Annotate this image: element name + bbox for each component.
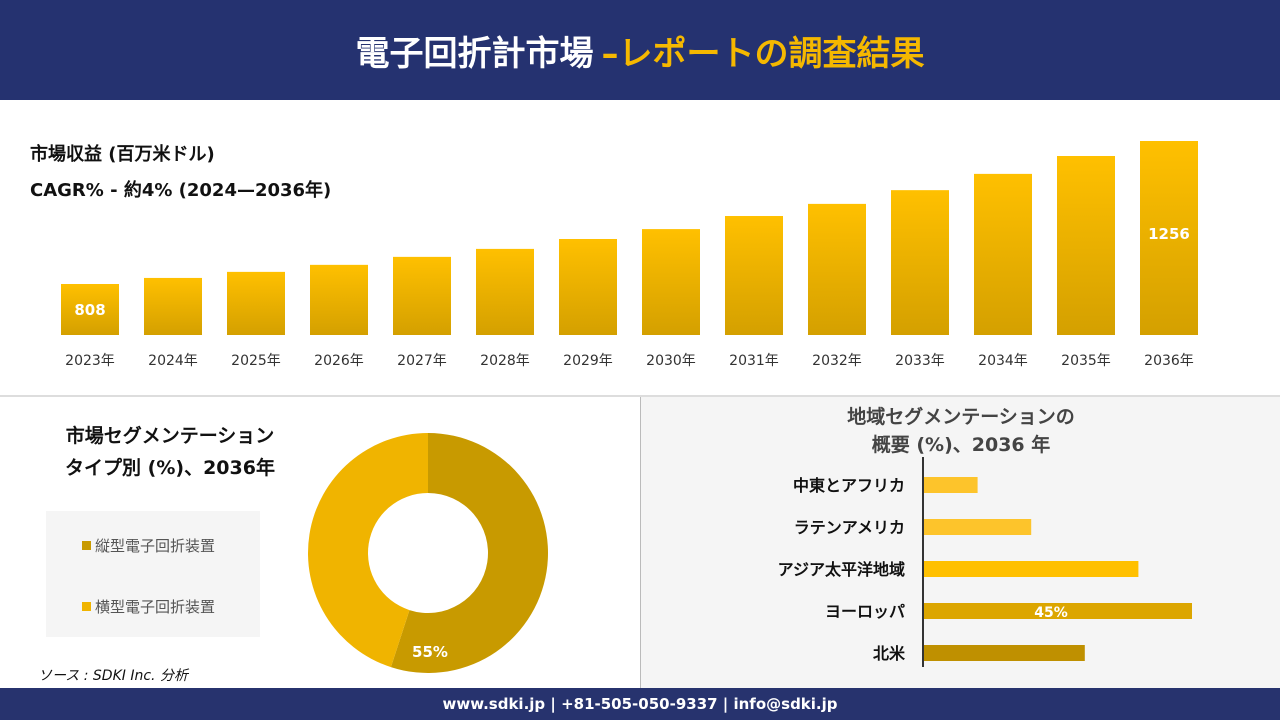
x-tick-label: 2031年: [729, 353, 779, 369]
header: 電子回折計市場 –レポートの調査結果: [0, 0, 1280, 100]
revenue-bar: [725, 216, 783, 335]
legend: 縦型電子回折装置 横型電子回折装置: [46, 511, 260, 637]
category-label: アジア太平洋地域: [778, 560, 905, 579]
legend-swatch: [82, 541, 91, 550]
revenue-bar: [144, 277, 202, 335]
donut-slice: [390, 433, 548, 673]
revenue-bar: [808, 203, 866, 335]
x-tick-label: 2024年: [148, 353, 198, 369]
revenue-bar: [393, 256, 451, 335]
revenue-bar: [1140, 141, 1198, 335]
region-bar: [924, 519, 1032, 535]
category-label: 北米: [873, 644, 906, 663]
revenue-bar: [310, 264, 368, 335]
x-tick-label: 2034年: [978, 353, 1028, 369]
title: 電子回折計市場: [355, 33, 594, 74]
divider: [0, 395, 1280, 397]
region-panel: 地域セグメンテーションの 概要 (%)、2036 年 中東とアフリカ ラテンアメリ…: [640, 397, 1280, 688]
donut-slice: [308, 433, 428, 668]
x-tick-label: 2035年: [1061, 353, 1111, 369]
footer-contact: www.sdki.jp | +81-505-050-9337 | info@sd…: [0, 688, 1280, 720]
region-bar: [924, 645, 1085, 661]
x-tick-label: 2033年: [895, 353, 945, 369]
category-label: 中東とアフリカ: [793, 476, 905, 495]
revenue-bar: [642, 229, 700, 335]
revenue-bar: [974, 173, 1032, 335]
x-tick-label: 2030年: [646, 353, 696, 369]
region-bar: [924, 561, 1139, 577]
legend-swatch: [82, 602, 91, 611]
legend-label: 縦型電子回折装置: [95, 537, 216, 555]
legend-item: 縦型電子回折装置: [82, 535, 215, 556]
x-tick-label: 2025年: [231, 353, 281, 369]
source-note: ソース : SDKI Inc. 分析: [38, 668, 188, 684]
data-label: 55%: [412, 643, 448, 661]
x-tick-label: 2023年: [65, 353, 115, 369]
data-label: 45%: [1034, 605, 1068, 621]
data-label: 808: [74, 301, 105, 319]
x-tick-label: 2032年: [812, 353, 862, 369]
type-segment-title: 市場セグメンテーション タイプ別 (%)、2036年: [40, 420, 300, 484]
revenue-bar: [227, 271, 285, 335]
revenue-bar: [559, 238, 617, 335]
revenue-bar-chart: 2023年 808 2024年 2025年 2026年 2027年 2028年 2029年 20…: [61, 141, 1198, 369]
title-accent: –レポートの調査結果: [601, 33, 925, 74]
x-tick-label: 2027年: [397, 353, 447, 369]
revenue-title: 市場収益 (百万米ドル): [30, 144, 215, 165]
data-label: 1256: [1148, 225, 1190, 243]
cagr-subtitle: CAGR% - 約4% (2024—2036年): [30, 180, 332, 201]
title-line: タイプ別 (%)、2036年: [65, 457, 275, 479]
x-tick-label: 2036年: [1144, 353, 1194, 369]
title-line: 地域セグメンテーションの: [847, 406, 1075, 428]
region-bar: [924, 603, 1192, 619]
title-line: 市場セグメンテーション: [65, 425, 275, 447]
category-label: ヨーロッパ: [825, 602, 905, 621]
region-title: 地域セグメンテーションの 概要 (%)、2036 年: [641, 403, 1280, 459]
region-bar: [924, 477, 978, 493]
legend-label: 横型電子回折装置: [95, 598, 216, 616]
type-donut-chart: 55%: [308, 433, 548, 673]
legend-item: 横型電子回折装置: [82, 596, 215, 617]
revenue-bar: [61, 284, 119, 335]
x-tick-label: 2029年: [563, 353, 613, 369]
title-line: 概要 (%)、2036 年: [871, 434, 1051, 456]
revenue-bar: [476, 248, 534, 335]
revenue-bar: [1057, 156, 1115, 335]
x-tick-label: 2026年: [314, 353, 364, 369]
category-label: ラテンアメリカ: [794, 518, 905, 537]
x-tick-label: 2028年: [480, 353, 530, 369]
revenue-bar: [891, 190, 949, 335]
